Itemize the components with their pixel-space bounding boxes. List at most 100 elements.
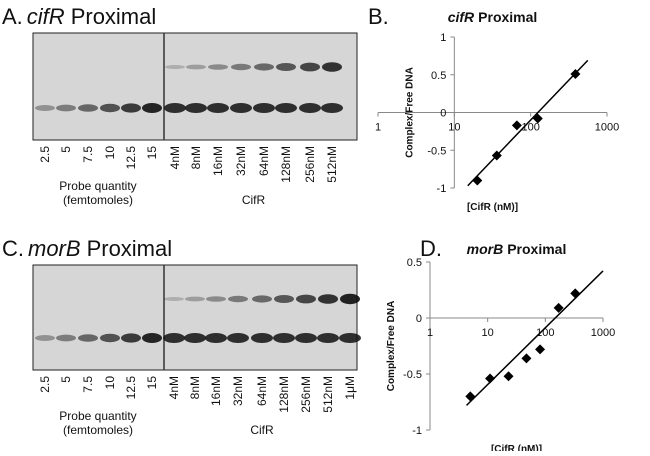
free-band bbox=[35, 335, 55, 341]
free-band bbox=[78, 104, 98, 112]
lane-label: 16nM bbox=[209, 376, 223, 406]
lane-label: 12.5 bbox=[124, 376, 138, 400]
free-band bbox=[185, 103, 207, 113]
x-tick-label: 1 bbox=[427, 327, 433, 339]
lane-label: 256nM bbox=[299, 376, 313, 413]
data-point bbox=[570, 68, 581, 79]
gel-image bbox=[32, 32, 358, 141]
title-text: Proximal bbox=[507, 241, 566, 257]
complex-band bbox=[254, 63, 274, 71]
lane-label: 64nM bbox=[257, 146, 271, 176]
title-text: Proximal bbox=[71, 4, 157, 29]
lane-label: 10 bbox=[103, 376, 117, 390]
lane-label: 512nM bbox=[325, 146, 339, 183]
free-band bbox=[253, 103, 275, 113]
data-point bbox=[485, 373, 496, 384]
data-point bbox=[535, 344, 546, 355]
trendline bbox=[467, 59, 589, 187]
free-band bbox=[230, 103, 252, 113]
complex-band bbox=[296, 294, 316, 304]
x-axis-title: [CifR (nM)] bbox=[491, 444, 542, 451]
gel-image bbox=[32, 264, 358, 371]
complex-band bbox=[165, 65, 185, 69]
gene-name: morB bbox=[28, 236, 81, 261]
free-band bbox=[317, 333, 339, 343]
x-tick-label: 10 bbox=[482, 327, 494, 339]
lane-label: 32nM bbox=[231, 376, 245, 406]
lane-label: 256nM bbox=[303, 146, 317, 183]
data-point bbox=[570, 288, 581, 299]
free-band bbox=[184, 333, 206, 343]
data-point bbox=[532, 113, 543, 124]
free-band bbox=[78, 334, 98, 342]
free-band bbox=[100, 103, 120, 113]
gene-name: cifR bbox=[27, 4, 65, 29]
complex-band bbox=[322, 62, 342, 72]
x-tick-label: 1 bbox=[375, 122, 381, 134]
free-band bbox=[295, 333, 317, 343]
data-point bbox=[511, 120, 522, 131]
probe-caption: (femtomoles) bbox=[63, 423, 133, 437]
free-band bbox=[121, 103, 141, 113]
title-text: Proximal bbox=[478, 9, 537, 25]
lane-label: 15 bbox=[145, 146, 159, 160]
lane-label: 128nM bbox=[279, 146, 293, 183]
lane-label: 10 bbox=[103, 146, 117, 160]
free-band bbox=[299, 103, 321, 113]
x-tick-label: 10 bbox=[448, 122, 460, 134]
free-band bbox=[273, 333, 295, 343]
free-band bbox=[56, 104, 76, 112]
y-tick-label: 0.5 bbox=[407, 257, 422, 269]
free-band bbox=[121, 333, 141, 343]
panel-title: C. morB Proximal bbox=[2, 236, 172, 261]
y-tick-label: 0 bbox=[416, 313, 422, 325]
gene-name: cifR bbox=[448, 9, 475, 25]
protein-caption: CifR bbox=[250, 423, 274, 437]
free-band bbox=[275, 103, 297, 113]
free-band bbox=[205, 333, 227, 343]
complex-band bbox=[231, 63, 251, 71]
y-tick-label: 1 bbox=[440, 32, 446, 44]
panel-title: A. cifR Proximal bbox=[2, 4, 156, 29]
y-axis-title: Complex/Free DNA bbox=[404, 67, 415, 158]
lane-label: 4nM bbox=[167, 376, 181, 399]
free-band bbox=[142, 333, 162, 343]
complex-band bbox=[340, 293, 360, 305]
x-axis-title: [CifR (nM)] bbox=[467, 202, 518, 213]
lane-label: 12.5 bbox=[124, 146, 138, 170]
lane-label: 2.5 bbox=[38, 146, 52, 163]
y-axis-title: Complex/Free DNA bbox=[386, 301, 397, 392]
y-tick-label: -0.5 bbox=[403, 369, 422, 381]
x-tick-label: 1000 bbox=[595, 122, 619, 134]
free-band bbox=[251, 333, 273, 343]
trendline bbox=[466, 270, 604, 406]
lane-label: 5 bbox=[59, 376, 73, 383]
lane-label: 512nM bbox=[321, 376, 335, 413]
data-point bbox=[521, 353, 532, 364]
data-point bbox=[503, 371, 514, 382]
data-point bbox=[465, 391, 476, 402]
title-text: Proximal bbox=[87, 236, 173, 261]
free-band bbox=[35, 105, 55, 111]
y-tick-label: -1 bbox=[437, 183, 447, 195]
complex-band bbox=[206, 296, 226, 302]
probe-caption: Probe quantity bbox=[59, 179, 136, 193]
complex-band bbox=[208, 64, 228, 70]
protein-caption: CifR bbox=[242, 193, 266, 207]
complex-band bbox=[228, 295, 248, 303]
free-band bbox=[100, 333, 120, 343]
lane-label: 128nM bbox=[277, 376, 291, 413]
lane-label: 7.5 bbox=[81, 376, 95, 393]
x-tick-label: 1000 bbox=[591, 327, 615, 339]
lane-label: 4nM bbox=[168, 146, 182, 169]
y-tick-label: 0 bbox=[440, 108, 446, 120]
x-tick-label: 100 bbox=[536, 327, 554, 339]
lane-label: 2.5 bbox=[38, 376, 52, 393]
data-point bbox=[472, 175, 483, 186]
free-band bbox=[163, 333, 185, 343]
free-band bbox=[227, 333, 249, 343]
y-tick-label: -1 bbox=[412, 425, 422, 437]
lane-label: 5 bbox=[59, 146, 73, 153]
panel-letter: B. bbox=[368, 4, 389, 29]
